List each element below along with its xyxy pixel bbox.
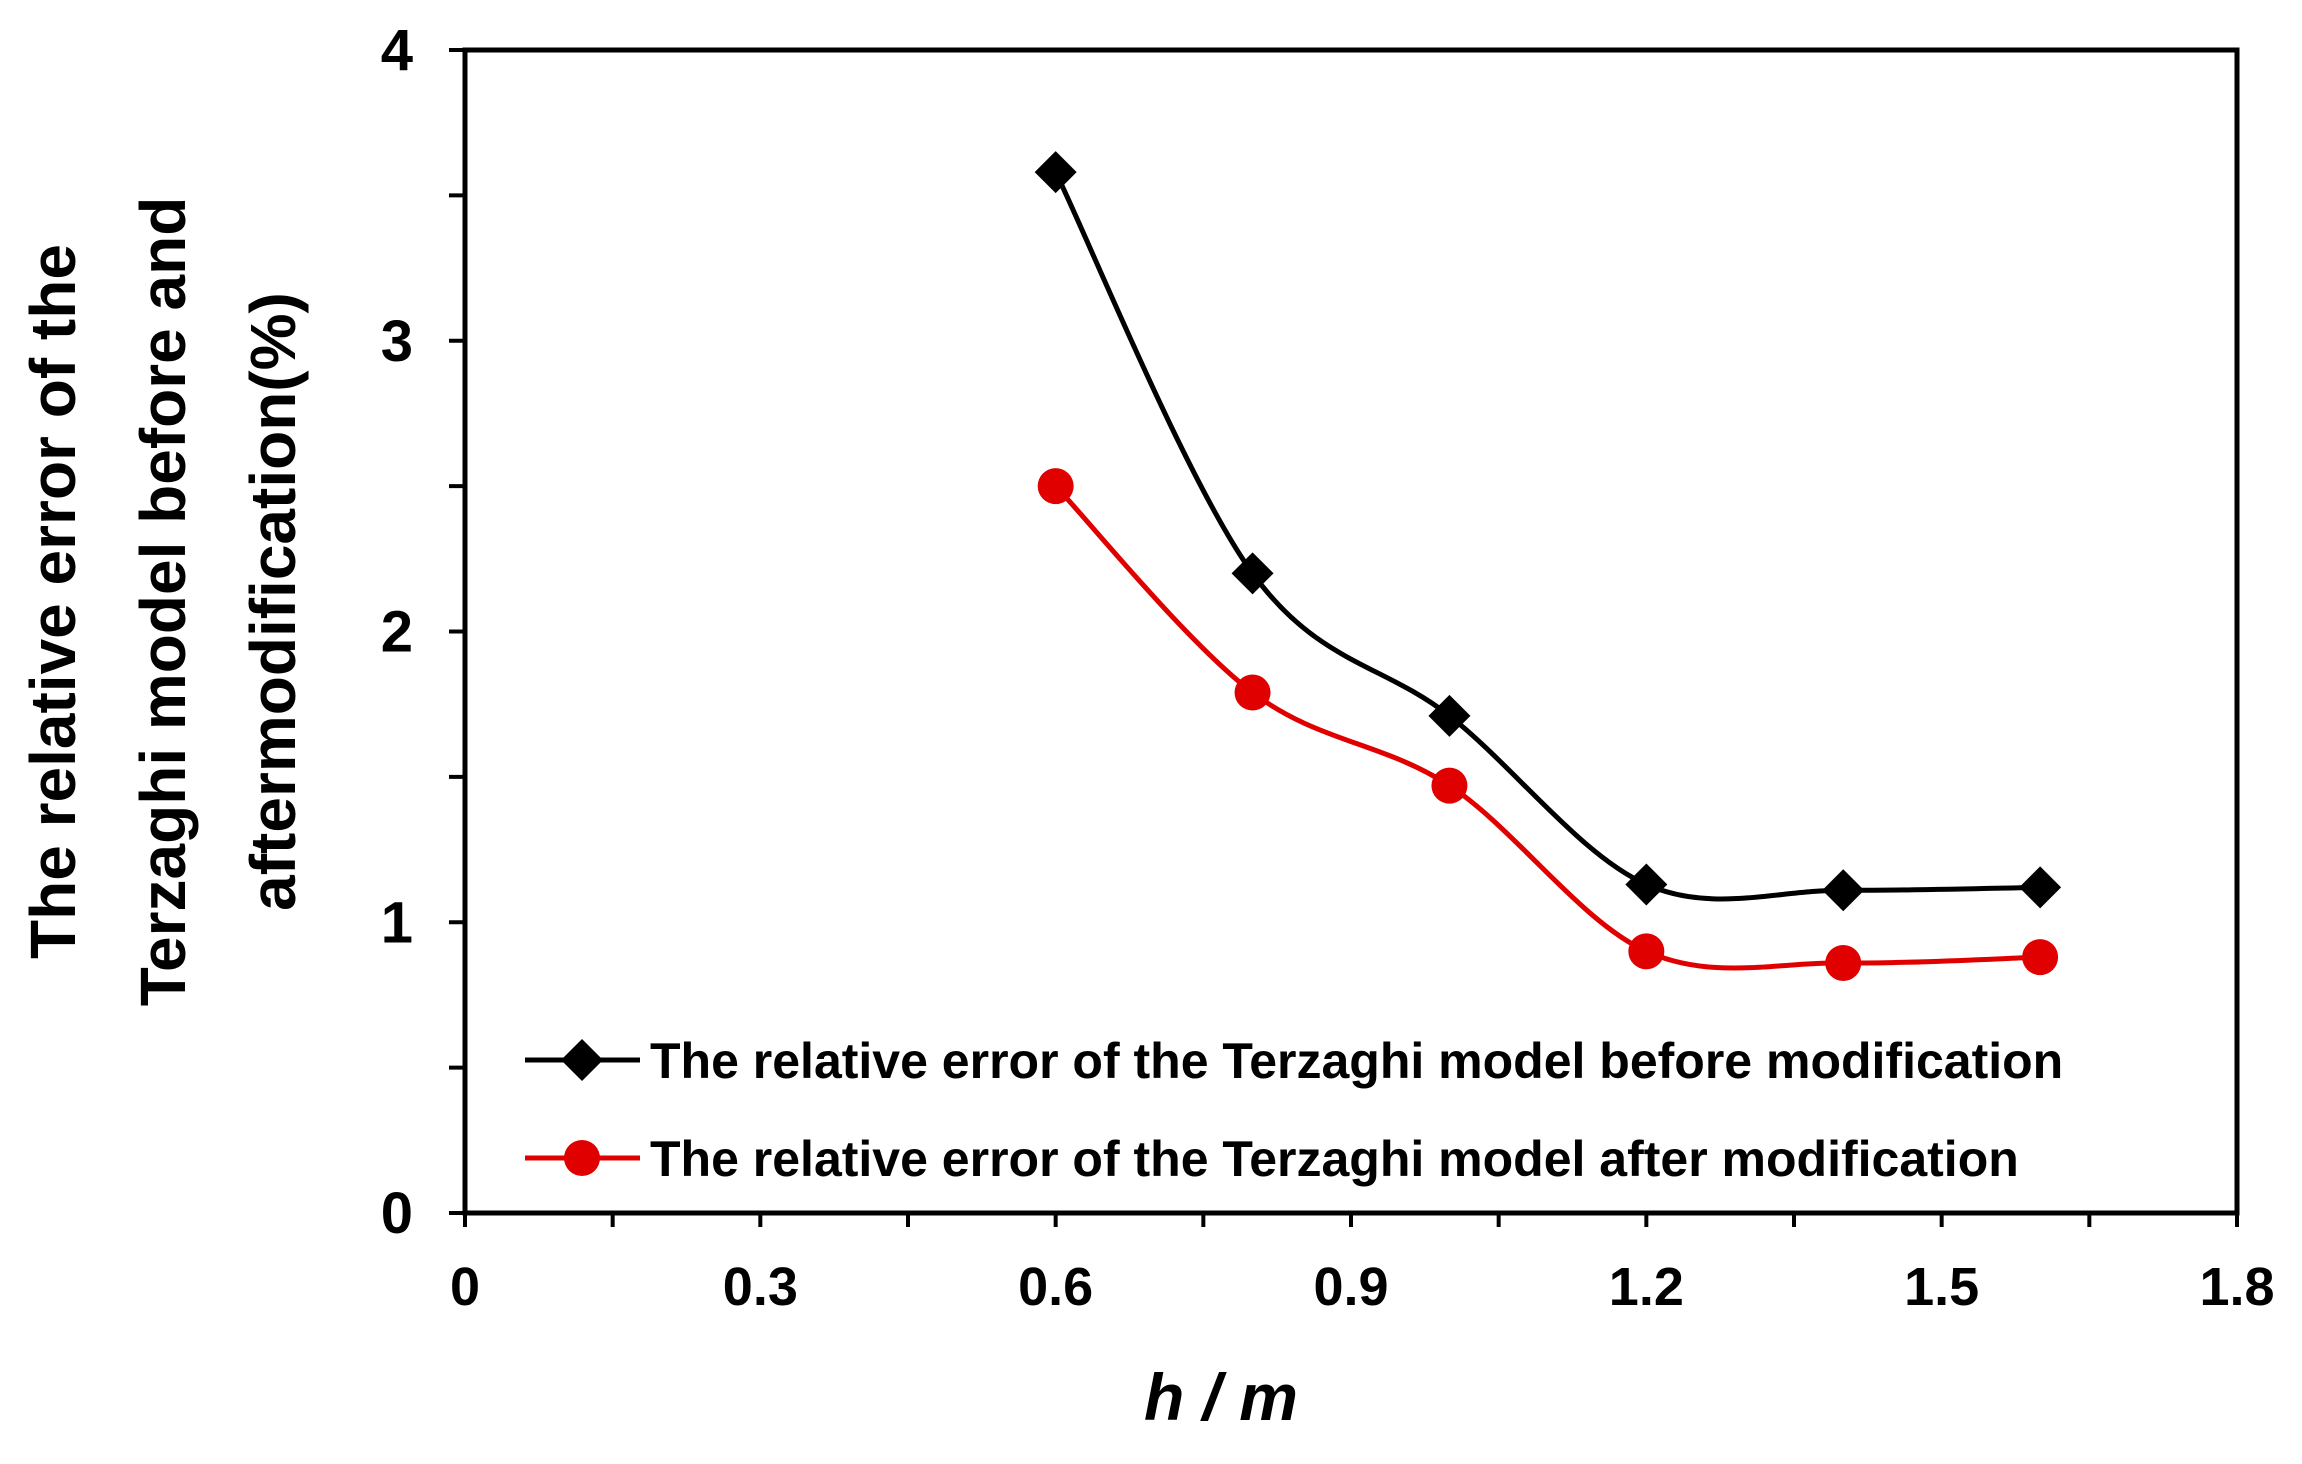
y-tick-label: 4 [381, 18, 413, 83]
series-2-point [1234, 674, 1271, 711]
series-2-point [2022, 939, 2059, 976]
y-axis-label-line: Terzaghi model before and [127, 197, 199, 1007]
x-tick-label: 0.9 [1313, 1257, 1388, 1317]
series-1-point [2019, 866, 2062, 909]
legend-label-1: The relative error of the Terzaghi model… [650, 1033, 2063, 1089]
x-tick-label: 1.8 [2199, 1257, 2274, 1317]
y-axis-label-line: The relative error of the [17, 244, 89, 959]
y-tick-label: 2 [381, 600, 413, 665]
series-1-point [1231, 552, 1274, 595]
legend-marker-2 [564, 1140, 600, 1176]
x-tick-label: 0 [450, 1257, 480, 1317]
x-tick-label: 1.5 [1904, 1257, 1979, 1317]
x-tick-label: 0.3 [723, 1257, 798, 1317]
series-2-point [1628, 933, 1665, 970]
y-tick-label: 1 [381, 890, 413, 955]
series-line-1 [1053, 171, 2041, 902]
x-tick-label: 0.6 [1018, 1257, 1093, 1317]
series-1-point [1625, 863, 1668, 906]
series-1-point [1822, 869, 1865, 912]
legend-marker-1 [561, 1039, 603, 1081]
series-2-point [1825, 944, 1862, 981]
x-tick-label: 1.2 [1609, 1257, 1684, 1317]
y-tick-label: 3 [381, 309, 413, 374]
legend-label-2: The relative error of the Terzaghi model… [650, 1131, 2019, 1187]
series-1-point [1428, 694, 1471, 737]
y-tick-label: 0 [381, 1181, 413, 1246]
y-axis-label-line: aftermodification(%) [237, 292, 309, 911]
series-2-point [1037, 468, 1074, 505]
x-axis-label: h / m [1144, 1360, 1298, 1434]
series-line-2 [1053, 484, 2041, 971]
series-1-point [1034, 151, 1077, 194]
series-2-point [1431, 767, 1468, 804]
